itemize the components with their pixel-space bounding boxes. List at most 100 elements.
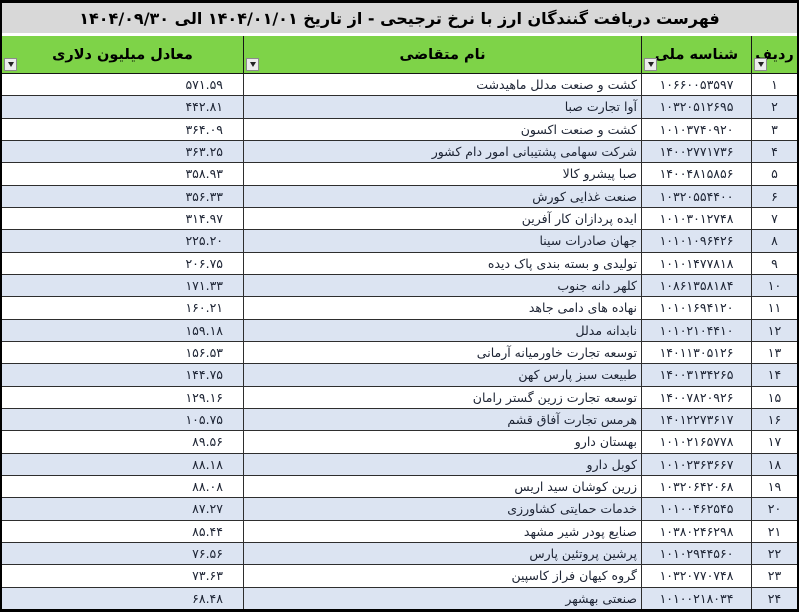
cell-row-number[interactable]: ۷ [751,207,797,230]
cell-national-id[interactable]: ۱۴۰۰۷۸۲۰۹۲۶ [641,386,751,408]
cell-national-id[interactable]: ۱۴۰۱۲۲۷۳۶۱۷ [641,408,751,431]
cell-national-id[interactable]: ۱۴۰۰۳۱۳۴۲۶۵ [641,364,751,386]
cell-national-id[interactable]: ۱۰۱۰۳۷۴۰۹۲۰ [641,118,751,140]
cell-applicant-name[interactable]: توسعه تجارت خاورمیانه آرمانی [243,341,641,364]
cell-usd-million[interactable]: ۳۵۸.۹۳ [185,166,223,182]
cell-row-number[interactable]: ۱۵ [751,386,797,408]
cell-usd-million[interactable]: ۳۱۴.۹۷ [185,211,223,227]
cell-usd-million[interactable]: ۸۸.۰۸ [192,479,223,495]
cell-usd-million[interactable]: ۳۵۶.۳۳ [185,188,223,204]
cell-applicant-name[interactable]: تولیدی و بسته بندی پاک دیده [243,252,641,274]
cell-national-id[interactable]: ۱۰۸۶۱۳۵۸۱۸۴ [641,274,751,297]
cell-applicant-name[interactable]: کلهر دانه جنوب [243,274,641,297]
cell-applicant-name[interactable]: پرشین پروتئین پارس [243,542,641,565]
cell-national-id[interactable]: ۱۰۳۲۰۵۱۲۶۹۵ [641,96,751,118]
cell-national-id[interactable]: ۱۰۱۰۱۶۹۴۱۲۰ [641,297,751,319]
cell-row-number[interactable]: ۱۷ [751,431,797,453]
cell-usd-million[interactable]: ۸۹.۵۶ [192,434,223,450]
cell-national-id[interactable]: ۱۰۱۰۰۴۶۲۵۴۵ [641,498,751,520]
cell-usd-million[interactable]: ۱۰۵.۷۵ [185,412,223,428]
cell-usd-million[interactable]: ۳۶۳.۲۵ [185,144,223,160]
cell-usd-million[interactable]: ۱۲۹.۱۶ [185,389,223,405]
filter-dropdown-button[interactable] [754,58,767,71]
cell-row-number[interactable]: ۱۴ [751,364,797,386]
cell-applicant-name[interactable]: شرکت سهامی پشتیبانی امور دام کشور [243,140,641,163]
cell-row-number[interactable]: ۲۰ [751,498,797,520]
cell-applicant-name[interactable]: ایده پردازان کار آفرین [243,207,641,230]
cell-applicant-name[interactable]: توسعه تجارت زرین گستر رامان [243,386,641,408]
cell-national-id[interactable]: ۱۴۰۰۲۷۷۱۷۳۶ [641,140,751,163]
cell-row-number[interactable]: ۹ [751,252,797,274]
cell-usd-million[interactable]: ۴۴۲.۸۱ [185,99,223,115]
cell-national-id[interactable]: ۱۰۱۰۰۲۱۸۰۳۴ [641,587,751,609]
cell-usd-million[interactable]: ۱۷۱.۳۳ [185,278,223,294]
cell-national-id[interactable]: ۱۰۳۲۰۶۴۲۰۶۸ [641,475,751,498]
cell-row-number[interactable]: ۶ [751,185,797,207]
cell-row-number[interactable]: ۸ [751,230,797,252]
cell-applicant-name[interactable]: هرمس تجارت آفاق قشم [243,408,641,431]
cell-applicant-name[interactable]: خدمات حمایتی کشاورزی [243,498,641,520]
cell-usd-million[interactable]: ۸۵.۴۴ [192,523,223,539]
cell-applicant-name[interactable]: جهان صادرات سینا [243,230,641,252]
cell-national-id[interactable]: ۱۰۱۰۲۱۰۴۴۱۰ [641,319,751,341]
cell-applicant-name[interactable]: گروه کیهان فراز کاسپین [243,565,641,587]
cell-applicant-name[interactable]: صبا پیشرو کالا [243,163,641,185]
cell-usd-million[interactable]: ۱۴۴.۷۵ [185,367,223,383]
filter-dropdown-button[interactable] [246,58,259,71]
cell-national-id[interactable]: ۱۰۱۰۲۱۶۵۷۷۸ [641,431,751,453]
cell-applicant-name[interactable]: آوا تجارت صبا [243,96,641,118]
cell-usd-million[interactable]: ۵۷۱.۵۹ [185,77,223,93]
cell-usd-million[interactable]: ۱۵۶.۵۳ [185,345,223,361]
cell-national-id[interactable]: ۱۴۰۰۴۸۱۵۸۵۶ [641,163,751,185]
cell-usd-million[interactable]: ۳۶۴.۰۹ [185,121,223,137]
cell-applicant-name[interactable]: نهاده های دامی جاهد [243,297,641,319]
cell-applicant-name[interactable]: کشت و صنعت مدلل ماهیدشت [243,74,641,96]
cell-applicant-name[interactable]: صنایع پودر شیر مشهد [243,520,641,542]
filter-dropdown-button[interactable] [4,58,17,71]
cell-usd-million[interactable]: ۱۶۰.۲۱ [185,300,223,316]
cell-row-number[interactable]: ۵ [751,163,797,185]
cell-usd-million[interactable]: ۲۲۵.۲۰ [185,233,223,249]
cell-applicant-name[interactable]: زرین کوشان سید اریس [243,475,641,498]
cell-applicant-name[interactable]: صنعتی بهشهر [243,587,641,609]
cell-row-number[interactable]: ۳ [751,118,797,140]
cell-row-number[interactable]: ۲۳ [751,565,797,587]
filter-dropdown-button[interactable] [644,58,657,71]
cell-national-id[interactable]: ۱۰۳۸۰۲۴۶۲۹۸ [641,520,751,542]
cell-row-number[interactable]: ۱ [751,74,797,96]
cell-row-number[interactable]: ۱۰ [751,274,797,297]
cell-row-number[interactable]: ۱۹ [751,475,797,498]
cell-row-number[interactable]: ۱۳ [751,341,797,364]
cell-row-number[interactable]: ۱۸ [751,453,797,475]
cell-usd-million[interactable]: ۲۰۶.۷۵ [185,255,223,271]
cell-row-number[interactable]: ۲ [751,96,797,118]
cell-national-id[interactable]: ۱۰۳۲۰۷۷۰۷۴۸ [641,565,751,587]
cell-usd-million[interactable]: ۸۷.۲۷ [192,501,223,517]
cell-applicant-name[interactable]: بهستان دارو [243,431,641,453]
cell-row-number[interactable]: ۲۲ [751,542,797,565]
cell-row-number[interactable]: ۲۱ [751,520,797,542]
cell-applicant-name[interactable]: کشت و صنعت اکسون [243,118,641,140]
cell-applicant-name[interactable]: طبیعت سبز پارس کهن [243,364,641,386]
cell-row-number[interactable]: ۴ [751,140,797,163]
cell-usd-million[interactable]: ۶۸.۴۸ [192,590,223,606]
cell-usd-million[interactable]: ۸۸.۱۸ [192,456,223,472]
cell-national-id[interactable]: ۱۰۱۰۱۰۹۶۴۲۶ [641,230,751,252]
cell-usd-million[interactable]: ۷۶.۵۶ [192,546,223,562]
cell-national-id[interactable]: ۱۰۱۰۲۳۶۳۶۶۷ [641,453,751,475]
cell-row-number[interactable]: ۱۲ [751,319,797,341]
cell-usd-million[interactable]: ۱۵۹.۱۸ [185,322,223,338]
cell-national-id[interactable]: ۱۰۱۰۱۴۷۷۸۱۸ [641,252,751,274]
cell-applicant-name[interactable]: صنعت غذایی کورش [243,185,641,207]
cell-row-number[interactable]: ۱۶ [751,408,797,431]
cell-row-number[interactable]: ۲۴ [751,587,797,609]
cell-national-id[interactable]: ۱۴۰۱۱۳۰۵۱۲۶ [641,341,751,364]
cell-usd-million[interactable]: ۷۳.۶۳ [192,568,223,584]
cell-national-id[interactable]: ۱۰۳۲۰۵۵۴۴۰۰ [641,185,751,207]
cell-applicant-name[interactable]: نابدانه مدلل [243,319,641,341]
cell-national-id[interactable]: ۱۰۱۰۳۰۱۲۷۴۸ [641,207,751,230]
cell-applicant-name[interactable]: کوبل دارو [243,453,641,475]
cell-national-id[interactable]: ۱۰۱۰۲۹۴۴۵۶۰ [641,542,751,565]
cell-national-id[interactable]: ۱۰۶۶۰۰۵۳۵۹۷ [641,74,751,96]
cell-row-number[interactable]: ۱۱ [751,297,797,319]
